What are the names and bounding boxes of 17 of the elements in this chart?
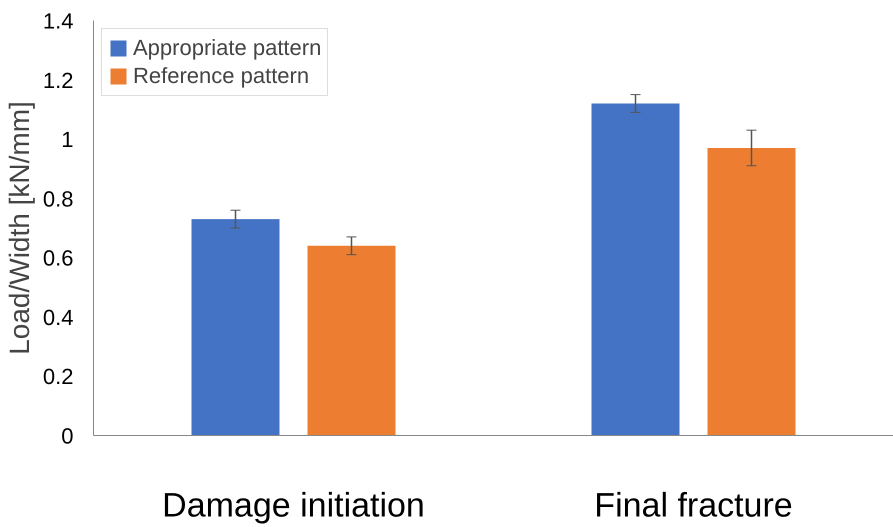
- legend-label: Appropriate pattern: [133, 35, 322, 61]
- legend-label: Reference pattern: [133, 63, 310, 89]
- bar: [592, 104, 680, 436]
- y-tick-label: 1: [61, 127, 74, 152]
- bar: [308, 246, 396, 436]
- bar: [708, 148, 796, 436]
- y-tick-label: 0.8: [42, 186, 74, 212]
- y-tick-label: 1.2: [42, 68, 74, 93]
- y-tick-label: 1.4: [42, 8, 74, 34]
- x-tick-label: Damage initiation: [162, 486, 425, 524]
- x-tick-label: Final fracture: [594, 486, 793, 524]
- y-tick-label: 0.4: [42, 304, 74, 330]
- y-tick-label: 0.2: [42, 364, 74, 390]
- y-tick-label: 0.6: [42, 246, 74, 271]
- bar: [192, 219, 280, 436]
- y-tick-label: 0: [61, 424, 74, 448]
- y-axis-title: Load/Width [kN/mm]: [4, 101, 35, 355]
